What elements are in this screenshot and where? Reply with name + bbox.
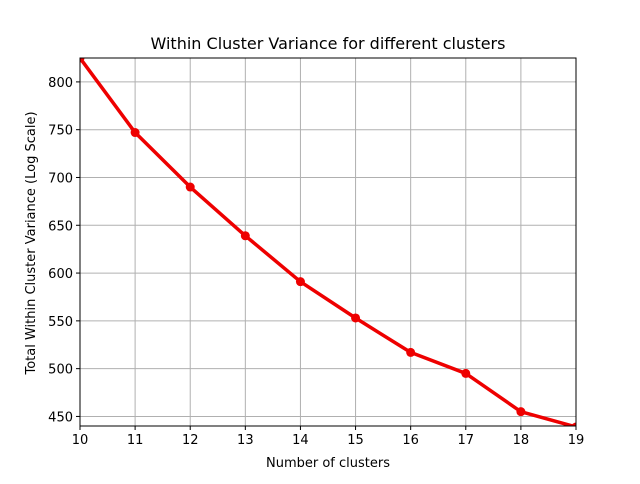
ticks: 10 11 12 13 14 15 16 17 18 19 450 500 550 600 650 700 75…	[48, 76, 584, 448]
x-tick-label: 11	[127, 433, 144, 448]
data-point	[516, 407, 526, 417]
x-axis-label: Number of clusters	[266, 456, 390, 471]
y-tick-label: 500	[48, 363, 73, 378]
y-tick-label: 700	[48, 171, 73, 186]
data-point	[351, 313, 361, 323]
data-point	[406, 347, 416, 357]
series-group	[80, 58, 576, 426]
x-tick-label: 14	[292, 433, 309, 448]
y-tick-label: 750	[48, 124, 73, 139]
x-tick-label: 19	[568, 433, 585, 448]
series-line	[80, 58, 576, 426]
data-point	[185, 182, 195, 192]
y-tick-label: 600	[48, 267, 73, 282]
x-tick-label: 12	[182, 433, 199, 448]
x-tick-label: 18	[513, 433, 530, 448]
x-tick-label: 16	[402, 433, 419, 448]
grid	[79, 58, 577, 426]
series	[80, 58, 576, 426]
y-tick-label: 650	[48, 219, 73, 234]
x-tick-label: 13	[237, 433, 254, 448]
data-point	[461, 368, 471, 378]
data-point	[80, 58, 85, 63]
x-tick-label: 15	[347, 433, 364, 448]
data-point	[130, 128, 140, 138]
y-tick-label: 550	[48, 315, 73, 330]
y-axis-label: Total Within Cluster Variance (Log Scale…	[24, 111, 39, 375]
data-point	[571, 422, 576, 426]
chart-title: Within Cluster Variance for different cl…	[151, 34, 506, 53]
y-tick-label: 800	[48, 76, 73, 91]
data-point	[295, 277, 305, 287]
plot-frame	[79, 57, 577, 427]
x-tick-label: 17	[458, 433, 475, 448]
y-tick-label: 450	[48, 410, 73, 425]
x-tick-label: 10	[72, 433, 89, 448]
data-point	[240, 231, 250, 241]
